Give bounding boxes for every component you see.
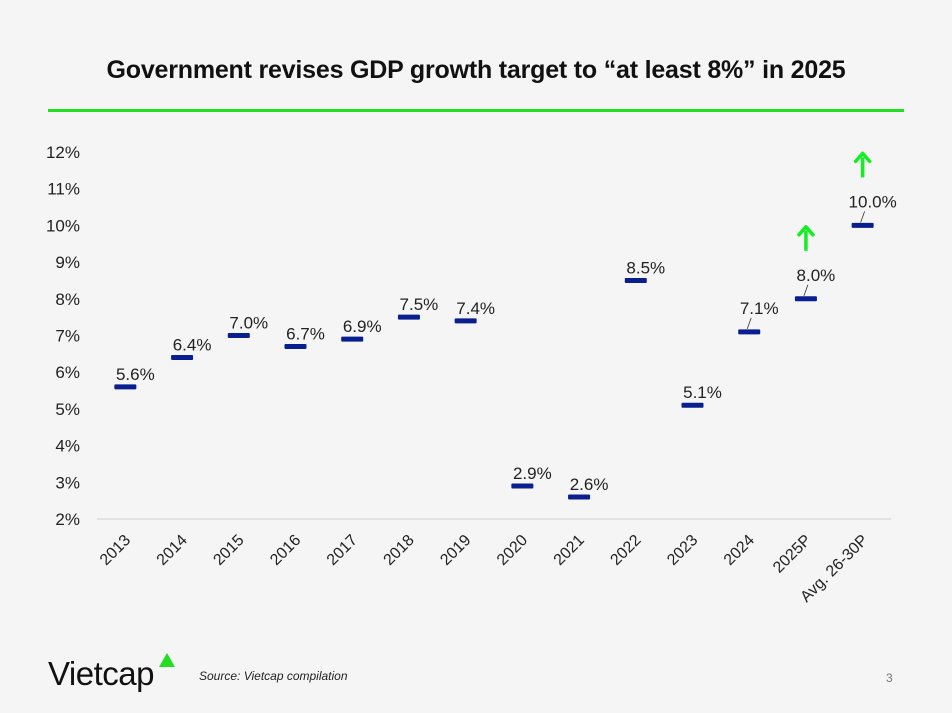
y-tick-label: 9%: [55, 253, 80, 272]
x-tick-label: 2018: [381, 532, 418, 569]
y-tick-label: 10%: [46, 216, 80, 235]
data-marks: 5.6% 6.4% 7.0% 6.7% 6.9% 7.5% 7.4% 2.9% 2.6% 8.5%…: [114, 151, 897, 500]
chart-title: Government revises GDP growth target to …: [106, 56, 846, 84]
data-marker: [681, 402, 704, 408]
source-note: Source: Vietcap compilation: [199, 669, 348, 683]
label-leader-line: [746, 317, 752, 329]
label-leader-line: [860, 211, 866, 223]
y-tick-label: 2%: [55, 510, 80, 529]
data-label: 2.6%: [570, 475, 609, 494]
data-label: 6.4%: [173, 336, 212, 355]
x-tick-label: 2022: [607, 532, 644, 569]
data-marker: [568, 494, 591, 500]
data-marker: [227, 333, 250, 338]
data-label: 7.4%: [456, 299, 495, 318]
x-tick-label: 2016: [267, 532, 304, 569]
title-divider: [48, 109, 904, 112]
data-marker: [624, 277, 647, 283]
data-marker: [454, 318, 477, 324]
gdp-growth-chart: 2%3%4%5%6%7%8%9%10%11%12% 2013 2014 2015 20…: [46, 143, 897, 606]
x-tick-label: 2014: [154, 532, 191, 569]
data-label: 8.0%: [797, 266, 836, 285]
data-marker: [284, 344, 307, 350]
logo-triangle-icon: [159, 653, 175, 667]
x-tick-label: 2013: [97, 532, 134, 569]
data-marker: [114, 384, 137, 390]
data-marker: [738, 329, 761, 335]
x-tick-label: 2024: [721, 532, 758, 569]
data-label: 5.6%: [116, 365, 155, 384]
y-tick-label: 8%: [55, 290, 80, 309]
up-arrow-head-icon: [853, 151, 872, 164]
data-marker: [851, 222, 874, 228]
y-tick-label: 4%: [55, 437, 80, 456]
up-arrow-head-icon: [797, 225, 815, 237]
data-label: 10.0%: [849, 192, 897, 211]
data-marker: [794, 296, 817, 302]
data-marker: [511, 483, 534, 489]
data-label: 8.5%: [626, 258, 665, 277]
x-tick-label: 2015: [210, 532, 247, 569]
data-label: 7.1%: [740, 299, 779, 318]
y-tick-label: 11%: [47, 180, 80, 199]
data-marker: [341, 336, 364, 342]
data-marker: [397, 314, 420, 320]
x-tick-label: 2023: [664, 532, 701, 569]
data-label: 7.5%: [400, 295, 439, 314]
page-number: 3: [886, 671, 893, 685]
vietcap-logo: Vietcap: [48, 655, 154, 692]
y-axis: 2% 3% 4% 5% 6% 7% 8% 9% 10% 11% 12%: [46, 143, 80, 529]
x-tick-label: 2019: [437, 532, 474, 569]
data-label: 2.9%: [513, 464, 552, 483]
y-tick-label: 3%: [55, 473, 80, 492]
x-tick-label: 2020: [494, 532, 531, 569]
label-leader-line: [803, 284, 809, 296]
x-axis: 2013 2014 2015 2016 2017 2018 2019 2020 2021 2022…: [97, 518, 891, 606]
y-tick-label: 7%: [55, 327, 80, 346]
y-tick-label: 6%: [55, 363, 80, 382]
data-label: 6.9%: [343, 317, 382, 336]
x-tick-label: 2021: [551, 532, 588, 569]
data-label: 5.1%: [683, 383, 722, 402]
data-marker: [171, 355, 194, 361]
data-label: 6.7%: [286, 325, 325, 344]
x-tick-label: 2017: [324, 532, 361, 569]
x-tick-label: 2025P: [770, 532, 815, 577]
y-tick-label: 5%: [55, 400, 80, 419]
y-tick-label: 12%: [46, 143, 80, 162]
data-label: 7.0%: [229, 314, 268, 333]
